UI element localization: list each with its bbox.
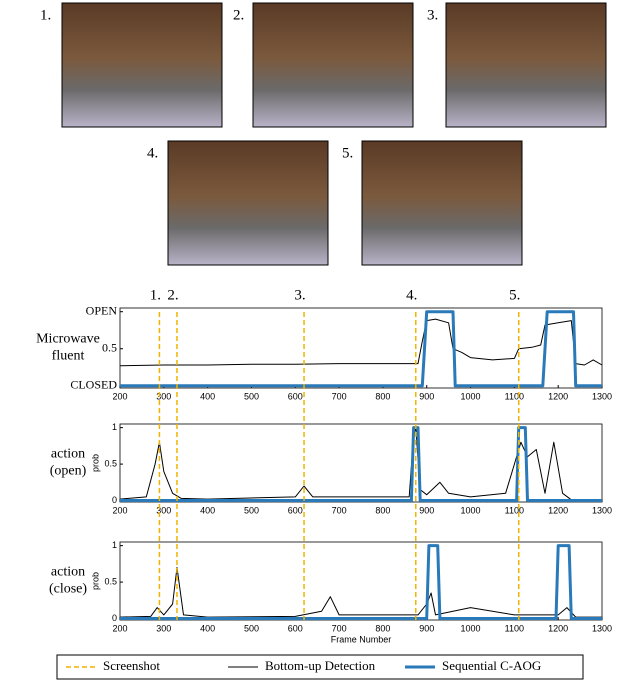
y-tick-label: 0	[112, 495, 117, 505]
y-tick-label: OPEN	[86, 303, 118, 317]
legend-label: Sequential C-AOG	[442, 658, 541, 673]
x-tick-label: 900	[419, 623, 434, 633]
x-tick-label: 500	[244, 623, 259, 633]
y-tick-label: 0.5	[104, 458, 117, 468]
screenshot-label: 2.	[167, 287, 178, 303]
x-tick-label: 500	[244, 391, 259, 401]
screenshot-label: 4.	[406, 287, 417, 303]
x-tick-label: 1100	[505, 391, 524, 401]
photo	[62, 3, 222, 127]
x-tick-label: 1000	[461, 623, 481, 633]
y-tick-label: 0	[112, 613, 117, 623]
x-tick-label: 400	[200, 623, 215, 633]
x-tick-label: 1100	[505, 623, 524, 633]
x-tick-label: 500	[244, 505, 259, 515]
x-tick-label: 1000	[461, 391, 481, 401]
x-tick-label: 1100	[505, 505, 524, 515]
legend-label: Screenshot	[103, 658, 160, 673]
x-tick-label: 600	[288, 505, 303, 515]
x-tick-label: 300	[156, 505, 171, 515]
x-tick-label: 1000	[461, 505, 481, 515]
plot-frame	[120, 424, 602, 502]
x-tick-label: 900	[419, 391, 434, 401]
photo	[446, 3, 606, 127]
line-series	[120, 568, 602, 618]
legend-label: Bottom-up Detection	[265, 658, 376, 673]
y-axis-label: prob	[90, 454, 100, 472]
line-series	[120, 546, 602, 619]
row-label: action (open)	[50, 447, 87, 479]
x-tick-label: 1200	[548, 391, 568, 401]
y-tick-label: 1	[112, 540, 117, 550]
x-tick-label: 300	[156, 391, 171, 401]
x-tick-label: 1200	[548, 505, 568, 515]
line-series	[120, 428, 602, 500]
x-tick-label: 1300	[592, 505, 612, 515]
x-tick-label: 600	[288, 623, 303, 633]
x-tick-label: 400	[200, 505, 215, 515]
y-tick-label: 0.5	[104, 576, 117, 586]
x-tick-label: 800	[375, 623, 390, 633]
x-tick-label: 200	[112, 505, 127, 515]
y-tick-label: CLOSED	[70, 378, 117, 392]
screenshot-label: 3.	[294, 287, 305, 303]
screenshot-label: 1.	[150, 287, 161, 303]
screenshot-label: 5.	[509, 287, 520, 303]
row-label-line: fluent	[52, 349, 85, 364]
row-label-line: action	[51, 565, 85, 580]
row-label: action (close)	[49, 565, 87, 597]
photo-label: 5.	[342, 145, 353, 161]
x-tick-label: 700	[332, 391, 347, 401]
plot-frame	[120, 542, 602, 620]
photo-label: 1.	[40, 7, 51, 23]
x-tick-label: 300	[156, 623, 171, 633]
x-tick-label: 400	[200, 391, 215, 401]
row-label-line: (open)	[50, 464, 87, 479]
row-label-line: action	[51, 447, 85, 462]
photo	[168, 141, 328, 265]
photo	[362, 141, 522, 265]
x-tick-label: 700	[332, 623, 347, 633]
row-label-line: (close)	[49, 582, 87, 597]
y-axis-label: prob	[90, 572, 100, 590]
x-tick-label: 800	[375, 391, 390, 401]
line-series	[120, 312, 602, 386]
photo-label: 3.	[427, 7, 438, 23]
x-tick-label: 1300	[592, 623, 612, 633]
x-tick-label: 200	[112, 391, 127, 401]
row-label: Microwave fluent	[36, 332, 100, 364]
photo-label: 2.	[233, 7, 244, 23]
y-tick-label: 0.5	[102, 340, 117, 354]
line-series	[120, 319, 602, 366]
x-tick-label: 900	[419, 505, 434, 515]
x-tick-label: 200	[112, 623, 127, 633]
x-tick-label: 1300	[592, 391, 612, 401]
x-tick-label: 1200	[548, 623, 568, 633]
row-label-line: Microwave	[36, 332, 100, 347]
x-axis-label: Frame Number	[331, 634, 392, 644]
y-tick-label: 1	[112, 422, 117, 432]
line-series	[120, 428, 602, 501]
x-tick-label: 700	[332, 505, 347, 515]
x-tick-label: 800	[375, 505, 390, 515]
photo-label: 4.	[147, 145, 158, 161]
photo	[253, 3, 413, 127]
x-tick-label: 600	[288, 391, 303, 401]
figure: 1. 2. 3. 4. 5. 200 300 400 500 600 700 800 900 1…	[0, 0, 621, 683]
photos: 1. 2. 3. 4. 5.	[40, 3, 606, 265]
